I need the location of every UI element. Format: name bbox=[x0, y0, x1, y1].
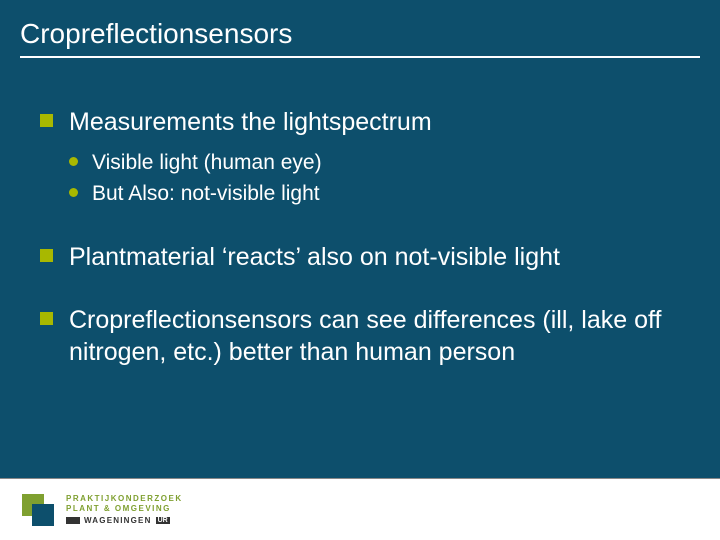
sub-item-text: But Also: not-visible light bbox=[92, 180, 320, 207]
title-area: Cropreflectionsensors bbox=[0, 0, 720, 66]
wageningen-text: WAGENINGEN bbox=[84, 516, 152, 525]
logo: PRAKTIJKONDERZOEK PLANT & OMGEVING WAGEN… bbox=[20, 492, 183, 528]
footer: PRAKTIJKONDERZOEK PLANT & OMGEVING WAGEN… bbox=[0, 478, 720, 540]
logo-text: PRAKTIJKONDERZOEK PLANT & OMGEVING WAGEN… bbox=[66, 494, 183, 525]
logo-wageningen: WAGENINGEN UR bbox=[66, 516, 183, 525]
circle-bullet-icon bbox=[69, 188, 78, 197]
list-item: Measurements the lightspectrum Visible l… bbox=[40, 106, 680, 211]
sub-item-text: Visible light (human eye) bbox=[92, 149, 322, 176]
list-item-text: Plantmaterial ‘reacts’ also on not-visib… bbox=[69, 241, 560, 274]
list-item: Cropreflectionsensors can see difference… bbox=[40, 304, 680, 369]
content-area: Measurements the lightspectrum Visible l… bbox=[0, 66, 720, 369]
sub-list-item: But Also: not-visible light bbox=[69, 180, 432, 207]
square-bullet-icon bbox=[40, 249, 53, 262]
circle-bullet-icon bbox=[69, 157, 78, 166]
square-bullet-icon bbox=[40, 114, 53, 127]
list-item-text: Cropreflectionsensors can see difference… bbox=[69, 304, 680, 369]
list-item-text: Measurements the lightspectrum bbox=[69, 106, 432, 139]
list-item: Plantmaterial ‘reacts’ also on not-visib… bbox=[40, 241, 680, 274]
square-bullet-icon bbox=[40, 312, 53, 325]
wageningen-ur: UR bbox=[156, 517, 170, 524]
logo-line2: PLANT & OMGEVING bbox=[66, 504, 183, 513]
logo-line1: PRAKTIJKONDERZOEK bbox=[66, 494, 183, 503]
wageningen-bar-icon bbox=[66, 517, 80, 524]
sub-list: Visible light (human eye) But Also: not-… bbox=[69, 149, 432, 208]
sub-list-item: Visible light (human eye) bbox=[69, 149, 432, 176]
slide-title: Cropreflectionsensors bbox=[20, 18, 700, 56]
logo-icon bbox=[20, 492, 56, 528]
title-underline bbox=[20, 56, 700, 58]
